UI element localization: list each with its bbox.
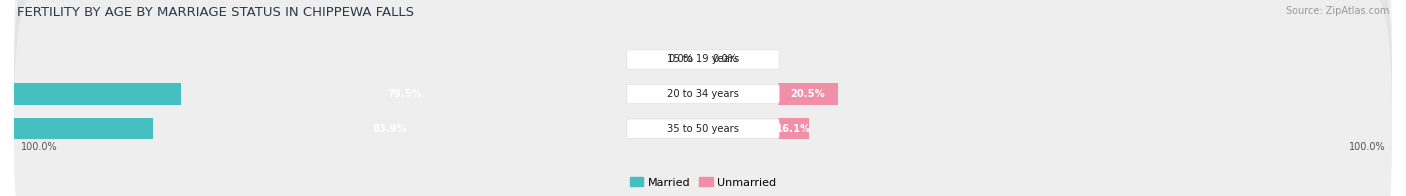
Bar (779, 83, 838, 105)
Text: 79.5%: 79.5% (387, 89, 422, 99)
FancyBboxPatch shape (627, 119, 779, 138)
Text: 16.1%: 16.1% (776, 124, 811, 134)
Text: Source: ZipAtlas.com: Source: ZipAtlas.com (1285, 6, 1389, 16)
Text: 15 to 19 years: 15 to 19 years (666, 54, 740, 64)
FancyBboxPatch shape (14, 0, 1392, 196)
Text: 100.0%: 100.0% (21, 142, 58, 152)
Bar (0, 118, 152, 139)
Text: 83.9%: 83.9% (373, 124, 408, 134)
Text: 20 to 34 years: 20 to 34 years (666, 89, 740, 99)
Bar (0, 83, 181, 105)
Text: 0.0%: 0.0% (713, 54, 738, 64)
FancyBboxPatch shape (14, 0, 1392, 196)
Legend: Married, Unmarried: Married, Unmarried (626, 173, 780, 192)
Text: 35 to 50 years: 35 to 50 years (666, 124, 740, 134)
Text: 20.5%: 20.5% (790, 89, 825, 99)
Text: 100.0%: 100.0% (1348, 142, 1385, 152)
Bar (779, 118, 808, 139)
Text: FERTILITY BY AGE BY MARRIAGE STATUS IN CHIPPEWA FALLS: FERTILITY BY AGE BY MARRIAGE STATUS IN C… (17, 6, 413, 19)
FancyBboxPatch shape (14, 0, 1392, 196)
FancyBboxPatch shape (627, 84, 779, 104)
FancyBboxPatch shape (627, 50, 779, 69)
Text: 0.0%: 0.0% (668, 54, 693, 64)
